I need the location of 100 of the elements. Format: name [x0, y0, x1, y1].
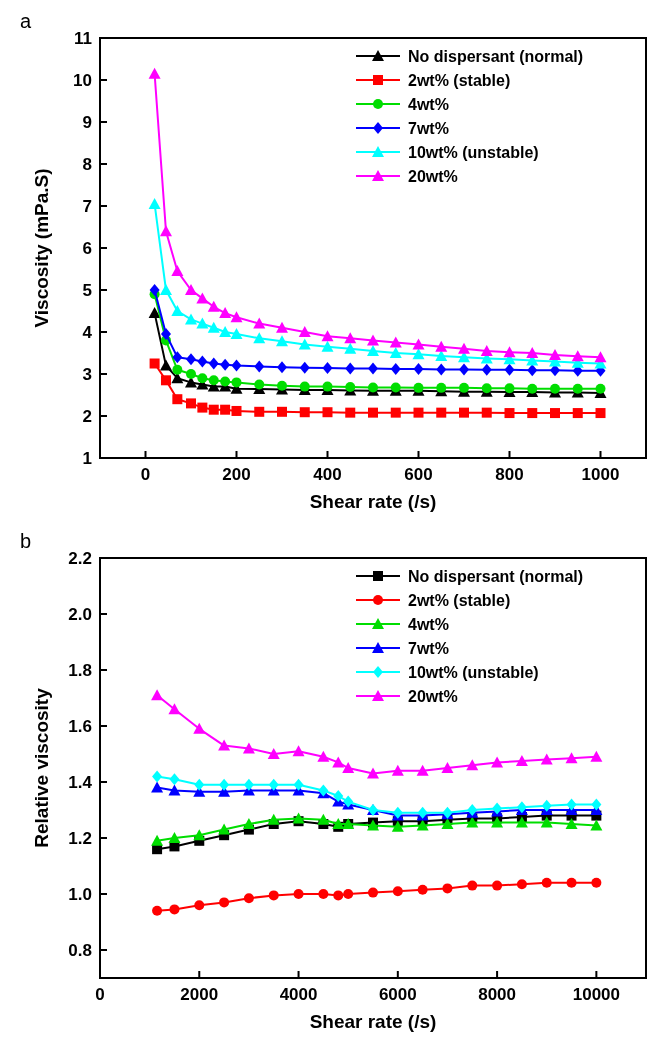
point: [219, 326, 232, 337]
point: [565, 818, 578, 829]
point: [219, 307, 232, 319]
point: [481, 363, 492, 376]
point: [220, 358, 231, 371]
point: [526, 347, 539, 358]
x-tick-label: 2000: [180, 985, 219, 1004]
point: [590, 750, 603, 762]
point: [389, 336, 402, 348]
point: [481, 407, 492, 418]
point: [172, 394, 183, 405]
chart-title: b: [20, 530, 32, 552]
legend-label: 20wt%: [408, 688, 458, 705]
point: [527, 408, 538, 419]
point: [343, 889, 354, 899]
legend-label: 7wt%: [408, 640, 449, 657]
point: [299, 361, 310, 374]
point: [342, 762, 355, 773]
point: [277, 380, 287, 391]
point: [566, 798, 577, 811]
point: [321, 330, 334, 342]
point: [392, 886, 403, 897]
point: [293, 778, 304, 791]
point: [591, 877, 602, 888]
point: [149, 358, 160, 369]
point: [254, 406, 265, 417]
point: [231, 405, 242, 416]
point: [298, 338, 311, 350]
point: [458, 342, 470, 354]
point: [230, 311, 243, 323]
point: [194, 778, 205, 791]
y-tick-label: 2.2: [68, 549, 92, 568]
y-tick-label: 1.4: [68, 773, 93, 792]
x-tick-label: 400: [313, 465, 342, 484]
point: [333, 790, 344, 802]
point: [590, 819, 603, 831]
point: [317, 813, 330, 825]
point: [231, 377, 242, 388]
point: [267, 748, 280, 759]
point: [151, 781, 164, 793]
point: [168, 784, 181, 796]
x-tick-label: 0: [95, 985, 105, 1004]
point: [317, 750, 330, 762]
point: [218, 739, 231, 751]
point: [160, 328, 171, 341]
point: [491, 756, 504, 768]
point: [572, 408, 583, 419]
x-tick-label: 200: [222, 465, 251, 484]
point: [441, 818, 454, 829]
point: [480, 344, 493, 356]
point: [442, 883, 453, 894]
point: [276, 321, 288, 333]
point: [148, 307, 161, 319]
point: [318, 889, 329, 899]
point: [152, 770, 163, 783]
y-tick-label: 4: [82, 323, 93, 342]
point: [243, 893, 254, 904]
y-tick-label: 1.6: [68, 717, 92, 736]
point: [193, 722, 206, 734]
y-tick-label: 0.8: [68, 941, 92, 960]
point: [344, 342, 357, 354]
point: [390, 362, 401, 375]
point: [527, 383, 538, 394]
point: [466, 816, 479, 828]
y-tick-label: 11: [74, 29, 92, 48]
point: [267, 813, 280, 825]
point: [268, 890, 279, 901]
y-tick-label: 1.0: [68, 885, 92, 904]
legend-label: 10wt% (unstable): [408, 144, 539, 161]
point: [466, 759, 479, 771]
point: [572, 383, 583, 394]
legend-label: 20wt%: [408, 168, 458, 185]
x-tick-label: 800: [495, 465, 524, 484]
point: [503, 346, 516, 358]
point: [219, 897, 230, 908]
y-tick-label: 5: [82, 281, 92, 300]
point: [149, 284, 160, 296]
legend-label: 7wt%: [408, 120, 449, 137]
point: [208, 404, 219, 415]
point: [254, 379, 265, 390]
point: [368, 887, 378, 898]
point: [459, 382, 469, 393]
point: [194, 900, 205, 911]
y-tick-label: 3: [82, 365, 92, 384]
point: [550, 383, 560, 394]
point: [151, 834, 164, 846]
point: [196, 317, 209, 329]
point: [595, 383, 606, 394]
point: [172, 364, 183, 375]
point: [151, 689, 164, 701]
point: [389, 347, 402, 358]
point: [416, 764, 429, 776]
point: [459, 407, 469, 418]
point: [540, 753, 553, 765]
point: [595, 408, 606, 419]
legend-label: No dispersant (normal): [408, 568, 584, 585]
y-tick-label: 1: [82, 449, 92, 468]
point: [293, 889, 304, 899]
x-tick-label: 8000: [478, 985, 516, 1004]
point: [345, 407, 356, 418]
